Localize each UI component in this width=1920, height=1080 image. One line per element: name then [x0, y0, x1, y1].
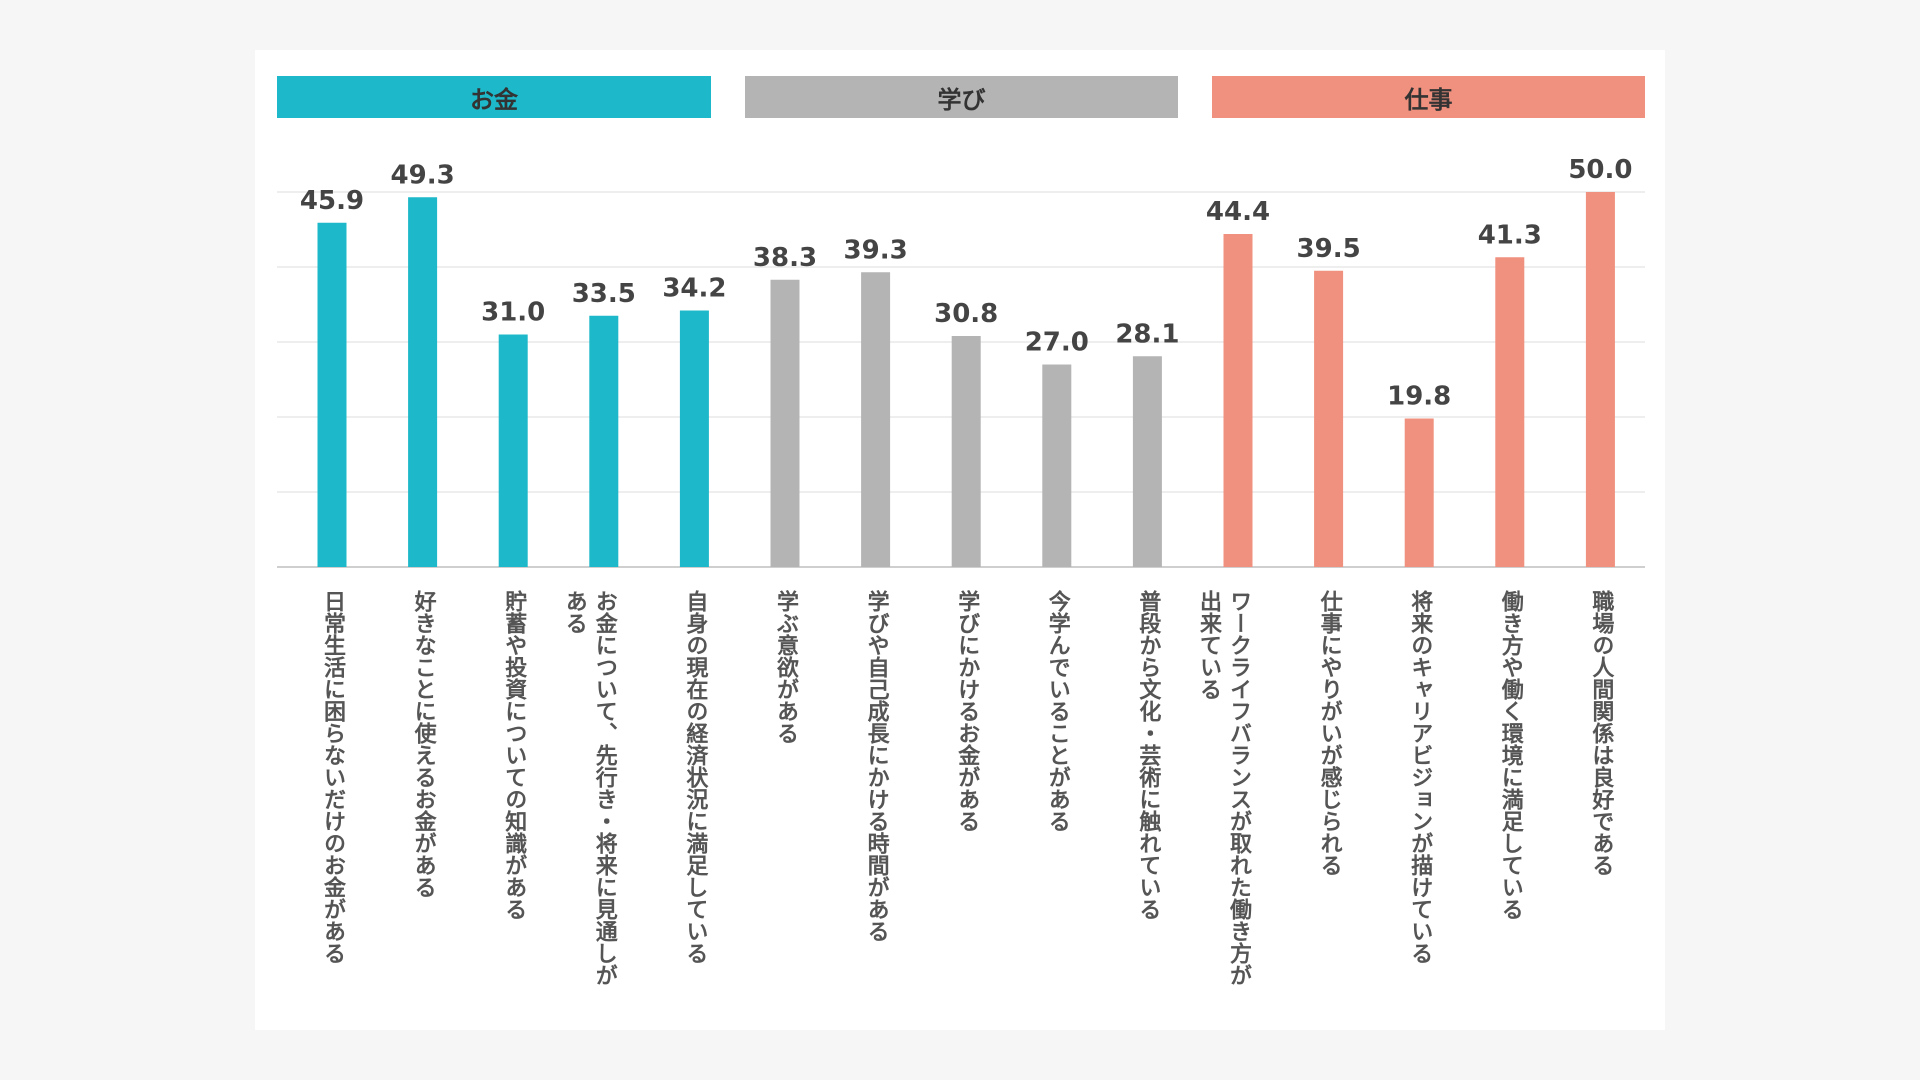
group-header-learning: 学び: [745, 76, 1178, 118]
x-tick-label: 貯蓄や投資についての知識がある: [501, 590, 527, 920]
bar: [679, 310, 709, 567]
data-label: 45.9: [300, 186, 364, 216]
x-tick-label: 普段から文化・芸術に触れている: [1135, 590, 1161, 920]
x-tick-label: 将来のキャリアビジョンが描けている: [1407, 590, 1433, 964]
x-tick-label: 今学んでいることがある: [1044, 590, 1070, 832]
bar: [408, 197, 438, 567]
bar: [317, 222, 347, 567]
bar: [1495, 257, 1525, 567]
bar: [861, 272, 891, 567]
x-tick-label: ワークライフバランスが取れた働き方が出来ている: [1196, 590, 1251, 986]
data-label: 27.0: [1025, 328, 1089, 358]
data-label: 41.3: [1478, 220, 1542, 250]
x-tick-label: お金について、先行き・将来に見通しがある: [561, 590, 617, 986]
bar: [1132, 356, 1162, 567]
bar-chart: 45.9 49.3 31.0 33.5 34.2 38.3 39.3 30.8 27.0 28.1…: [277, 155, 1645, 568]
x-tick-label: 働き方や働く環境に満足している: [1497, 590, 1523, 920]
x-tick-label: 学びにかけるお金がある: [954, 590, 980, 832]
x-tick-label: 学びや自己成長にかける時間がある: [863, 590, 889, 942]
x-tick-label: 学ぶ意欲がある: [773, 590, 798, 744]
x-tick-label: 自身の現在の経済状況に満足している: [682, 590, 708, 964]
x-tick-label: 仕事にやりがいが感じられる: [1316, 590, 1342, 876]
data-label: 34.2: [662, 274, 726, 304]
data-label: 39.3: [844, 235, 908, 265]
data-label: 31.0: [481, 298, 545, 328]
bar: [1042, 364, 1072, 567]
data-label: 28.1: [1115, 319, 1179, 349]
x-tick-label: 日常生活に困らないだけのお金がある: [320, 590, 345, 964]
data-label: 50.0: [1568, 155, 1632, 185]
data-label: 33.5: [572, 279, 636, 309]
bar: [770, 279, 800, 567]
bar: [1585, 192, 1615, 567]
group-header-money: お金: [277, 76, 711, 118]
data-label: 30.8: [934, 299, 998, 329]
bar: [1223, 234, 1253, 567]
data-label: 39.5: [1297, 234, 1361, 264]
data-label: 44.4: [1206, 197, 1270, 227]
x-tick-label: 好きなことに使えるお金がある: [410, 590, 436, 898]
bar: [1404, 418, 1434, 567]
data-label: 49.3: [391, 160, 455, 190]
data-label: 38.3: [753, 243, 817, 273]
group-header-work: 仕事: [1212, 76, 1645, 118]
chart-panel: お金 学び 仕事 45.9 49.3 31.0 33.5 34.2 38.3 39.3 30.…: [255, 50, 1665, 1030]
bar: [1314, 270, 1344, 567]
x-tick-label: 職場の人間関係は良好である: [1588, 590, 1614, 876]
bar: [951, 336, 981, 567]
bar: [589, 315, 619, 567]
data-label: 19.8: [1387, 382, 1451, 412]
bar: [498, 334, 528, 567]
